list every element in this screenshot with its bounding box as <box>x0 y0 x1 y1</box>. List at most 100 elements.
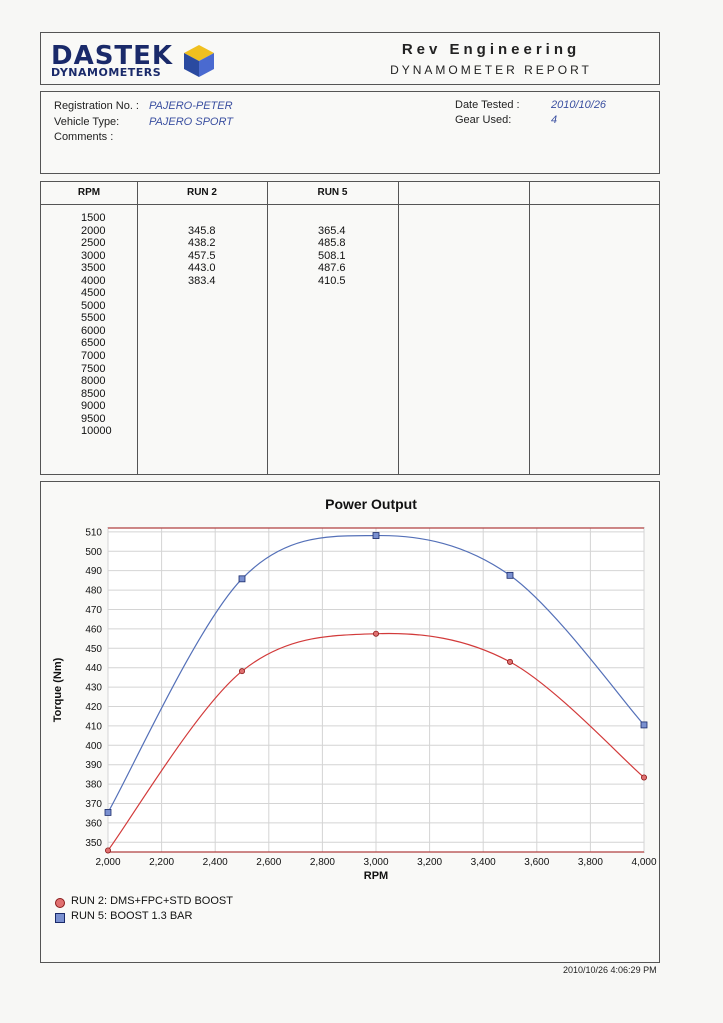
legend-label: RUN 2: DMS+FPC+STD BOOST <box>71 895 233 907</box>
x-tick-label: 3,200 <box>417 857 442 868</box>
data-point-run5 <box>640 721 648 729</box>
report-header: DASTEK DYNAMOMETERS Rev Engineering DYNA… <box>40 32 660 85</box>
run2-cell: 443.0 <box>188 262 216 275</box>
table-col-divider <box>398 182 399 474</box>
run5-cell: 485.8 <box>318 237 346 250</box>
data-point-run2 <box>641 774 648 781</box>
x-tick-label: 2,200 <box>149 857 174 868</box>
data-point-run2 <box>506 658 513 665</box>
data-point-run5 <box>372 532 380 539</box>
rpm-cell: 8000 <box>81 375 106 388</box>
vehicle-type-value: PAJERO SPORT <box>149 116 233 128</box>
y-tick-label: 380 <box>85 780 102 791</box>
y-tick-label: 500 <box>85 547 102 558</box>
y-axis-label: Torque (Nm) <box>52 657 64 722</box>
y-tick-label: 360 <box>85 818 102 829</box>
chart-panel: 2,000 2,200 2,400 2,600 2,800 3,000 3,200 3,400… <box>40 481 660 963</box>
run5-column: 365.4 485.8 508.1 487.6 410.5 <box>318 212 346 287</box>
y-tick-label: 490 <box>85 566 102 577</box>
chart-legend: RUN 2: DMS+FPC+STD BOOST RUN 5: BOOST 1.3… <box>51 895 233 925</box>
report-timestamp: 2010/10/26 4:06:29 PM <box>563 965 657 975</box>
rpm-cell: 4000 <box>81 274 106 287</box>
rpm-cell: 5500 <box>81 312 106 325</box>
x-tick-label: 3,600 <box>524 857 549 868</box>
data-point-run2 <box>372 630 379 637</box>
run2-header: RUN 2 <box>186 187 217 198</box>
data-point-run5 <box>104 809 112 816</box>
rpm-cell: 6000 <box>81 324 106 337</box>
x-tick-label: 3,000 <box>363 857 388 868</box>
data-point-run5 <box>238 575 246 583</box>
x-tick-label: 3,800 <box>578 857 603 868</box>
series-line-run2 <box>107 632 645 851</box>
y-tick-label: 420 <box>85 702 102 713</box>
run5-header: RUN 5 <box>317 187 348 198</box>
run2-column: 345.8 438.2 457.5 443.0 383.4 <box>188 212 216 287</box>
x-tick-label: 2,600 <box>256 857 281 868</box>
x-tick-label: 4,000 <box>631 857 656 868</box>
rpm-cell: 7500 <box>81 362 106 375</box>
rpm-column: 1500 2000 2500 3000 3500 4000 4500 5000 5500 6000… <box>81 212 112 438</box>
rpm-cell: 9000 <box>81 400 106 413</box>
rpm-cell: 5000 <box>81 299 106 312</box>
x-tick-label: 3,400 <box>471 857 496 868</box>
table-col-divider <box>529 182 530 474</box>
rpm-cell: 1500 <box>81 212 106 224</box>
y-tick-label: 370 <box>85 799 102 810</box>
rpm-cell: 2000 <box>81 224 106 237</box>
rpm-cell: 4500 <box>81 287 106 300</box>
run5-cell: 365.4 <box>318 224 346 237</box>
run2-cell: 383.4 <box>188 274 216 287</box>
legend-item: RUN 5: BOOST 1.3 BAR <box>51 910 233 925</box>
data-point-run2 <box>238 668 245 675</box>
report-title: DYNAMOMETER REPORT <box>390 63 592 77</box>
y-tick-label: 440 <box>85 663 102 674</box>
gear-used-value: 4 <box>551 114 558 126</box>
x-tick-label: 2,000 <box>95 857 120 868</box>
run2-cell: 438.2 <box>188 237 216 250</box>
y-tick-label: 400 <box>85 741 102 752</box>
x-axis-label: RPM <box>364 870 388 882</box>
date-tested-value: 2010/10/26 <box>551 99 607 111</box>
gear-used-label: Gear Used: <box>455 114 512 126</box>
chart-title: Power Output <box>325 496 417 512</box>
square-marker-icon <box>55 913 65 923</box>
rpm-cell: 3000 <box>81 249 106 262</box>
torque-table: RPM RUN 2 RUN 5 1500 2000 2500 3000 3500 4000… <box>40 181 660 475</box>
circle-marker-icon <box>55 898 65 908</box>
y-tick-label: 410 <box>85 721 102 732</box>
rpm-cell: 10000 <box>81 425 112 438</box>
date-tested-label: Date Tested : <box>455 99 520 111</box>
run2-cell: 457.5 <box>188 249 216 262</box>
y-tick-label: 350 <box>85 838 102 849</box>
x-tick-label: 2,400 <box>203 857 228 868</box>
y-tick-label: 510 <box>85 527 102 538</box>
rpm-cell: 7000 <box>81 350 106 363</box>
cube-icon <box>184 45 214 77</box>
comments-label: Comments : <box>54 131 114 143</box>
table-col-divider <box>137 182 138 474</box>
rpm-cell: 2500 <box>81 237 106 250</box>
rpm-cell: 8500 <box>81 387 106 400</box>
y-tick-label: 390 <box>85 760 102 771</box>
dastek-logo: DASTEK DYNAMOMETERS <box>49 41 219 81</box>
y-tick-label: 450 <box>85 644 102 655</box>
logo-text: DASTEK <box>51 41 174 71</box>
run2-cell: 345.8 <box>188 224 216 237</box>
x-tick-label: 2,800 <box>310 857 335 868</box>
company-name: Rev Engineering <box>401 41 581 58</box>
table-header-divider <box>41 204 659 205</box>
rpm-header: RPM <box>77 187 101 198</box>
legend-item: RUN 2: DMS+FPC+STD BOOST <box>51 895 233 910</box>
y-tick-label: 470 <box>85 605 102 616</box>
run5-cell <box>318 212 346 225</box>
run5-cell: 487.6 <box>318 262 346 275</box>
legend-label: RUN 5: BOOST 1.3 BAR <box>71 910 193 922</box>
table-col-divider <box>267 182 268 474</box>
run5-cell: 410.5 <box>318 274 346 287</box>
registration-value: PAJERO-PETER <box>149 100 233 112</box>
rpm-cell: 6500 <box>81 337 106 350</box>
data-point-run5 <box>506 571 514 579</box>
y-tick-label: 480 <box>85 586 102 597</box>
y-tick-label: 430 <box>85 683 102 694</box>
